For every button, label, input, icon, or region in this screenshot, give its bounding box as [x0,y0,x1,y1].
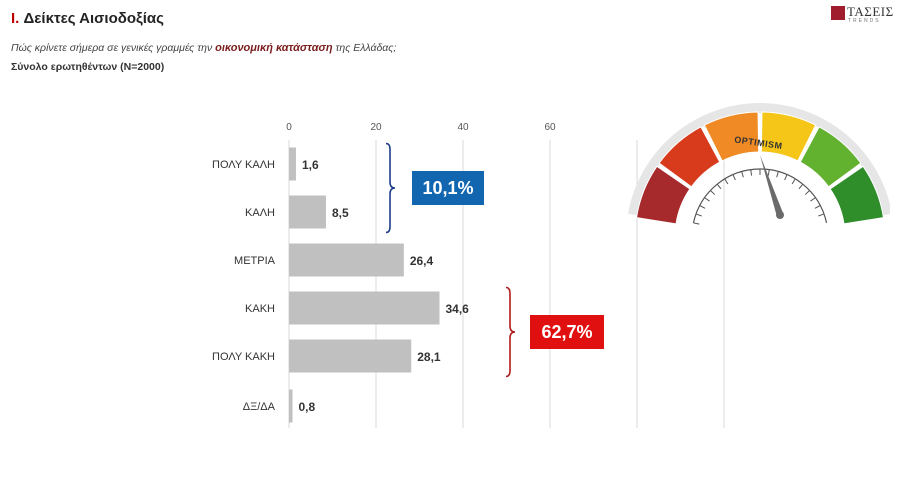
group-bracket [385,142,396,234]
gauge-segment [635,165,691,225]
group-total-label: 10,1% [422,178,473,198]
gauge-tick [699,205,706,209]
gauge-tick [767,169,770,176]
gauge-tick [693,222,700,225]
category-label: ΚΑΛΗ [245,207,275,219]
gauge-tick [810,197,816,202]
x-tick-label: 60 [544,122,556,133]
gauge-tick [798,183,804,190]
optimism-gauge: OPTIMISM [628,103,890,225]
gauge-tick [791,178,796,185]
gauge-tick [818,213,825,217]
data-label: 34,6 [446,302,470,316]
gauge-tick [704,197,710,202]
gauge-scale-arc [692,168,828,223]
x-tick-label: 20 [370,122,382,133]
gauge-tick [724,178,729,185]
data-label: 0,8 [298,400,315,414]
section-number: I. [11,10,20,27]
gauge-tick [741,171,744,178]
gauge-tick [750,169,753,176]
group-total-box [412,171,484,205]
gauge-segment [760,111,817,162]
gauge-tick [784,174,788,181]
category-label: ΜΕΤΡΙΑ [234,255,276,267]
data-label: 28,1 [417,350,441,364]
gauge-segment [658,126,721,188]
gauge-segment [703,111,760,162]
bar [289,389,293,423]
gauge-tick [695,213,702,217]
logo-brand-text: ΤΑΣΕΙΣ [847,4,894,19]
gauge-tick [710,190,716,195]
group-total-box [530,315,604,349]
logo-mark-icon [831,6,845,20]
question-emphasis: οικονομική κατάσταση [215,42,333,54]
gauge-needle-hub [776,211,784,219]
gauge-tick [804,190,810,195]
gauge-shadow [628,103,890,216]
bar [289,195,326,229]
survey-question: Πώς κρίνετε σήμερα σε γενικές γραμμές τη… [11,42,396,54]
sample-size-note: Σύνολο ερωτηθέντων (N=2000) [11,61,165,73]
x-tick-label: 0 [286,122,292,133]
bar [289,243,404,277]
category-label: ΠΟΛΥ ΚΑΛΗ [212,159,275,171]
question-text-start: Πώς κρίνετε σήμερα σε γενικές γραμμές τη… [11,42,213,54]
logo-sub-text: TRENDS [848,18,881,24]
group-bracket [505,286,516,378]
gauge-needle [760,155,783,217]
gauge-segment [799,126,862,188]
page-title: I. Δείκτες Αισιοδοξίας [11,10,164,27]
brand-logo: ΤΑΣΕΙΣ TRENDS [831,4,897,24]
data-label: 1,6 [302,158,319,172]
category-label: ΠΟΛΥ ΚΑΚΗ [212,351,275,363]
gauge-tick [732,174,736,181]
x-tick-label: 40 [457,122,469,133]
gauge-segment [829,165,885,225]
bar [289,291,440,325]
gauge-tick [814,205,821,209]
gauge-tick [716,183,722,190]
question-text-end: της Ελλάδας; [335,42,397,54]
group-total-label: 62,7% [541,322,592,342]
section-title: Δείκτες Αισιοδοξίας [23,10,164,27]
data-label: 8,5 [332,206,349,220]
bar [289,339,412,373]
bar [289,147,296,181]
data-label: 26,4 [410,254,434,268]
category-label: ΚΑΚΗ [245,303,275,315]
category-label: ΔΞ/ΔΑ [243,401,276,413]
gauge-tick [776,171,779,178]
